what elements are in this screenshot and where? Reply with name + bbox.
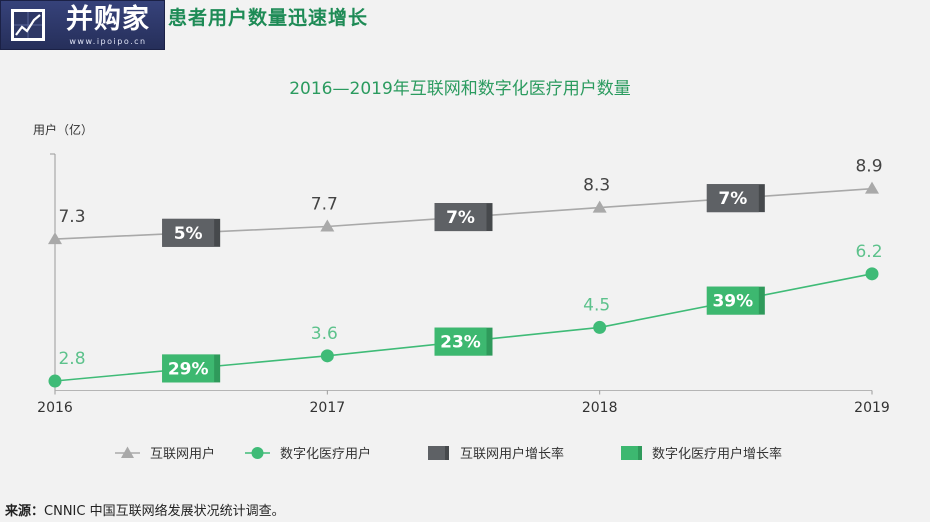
data-label: 8.3 (583, 176, 610, 196)
legend-box-swatch (621, 446, 638, 460)
data-point-triangle (592, 200, 607, 213)
growth-rate-boxes: 5% 7% 7% 29% 23% 39% (162, 184, 765, 383)
data-point-triangle (320, 219, 335, 232)
legend: 互联网用户 数字化医疗用户 互联网用户增长率 数字化医疗用户增长率 (115, 446, 782, 462)
growth-rate-box-face (434, 327, 487, 356)
legend-label: 互联网用户 (150, 446, 215, 462)
growth-rate-label: 23% (440, 333, 481, 353)
growth-rate-box-face (162, 218, 215, 247)
data-points (48, 181, 879, 388)
data-point-circle (48, 374, 62, 388)
legend-label: 互联网用户增长率 (460, 446, 564, 462)
x-tick-label: 2016 (37, 400, 73, 416)
brand-logo: 并购家 www.ipoipo.cn (0, 0, 165, 50)
source-text: CNNIC 中国互联网络发展状况统计调查。 (44, 504, 285, 519)
growth-rate-box: 23% (434, 327, 493, 356)
triangle-marker-icon (121, 446, 134, 458)
data-point-triangle (865, 181, 879, 194)
legend-label: 数字化医疗用户 (280, 446, 371, 462)
growth-rate-box-face (434, 203, 487, 232)
data-label: 3.6 (311, 324, 338, 344)
growth-rate-box-face (162, 354, 215, 383)
growth-rate-box: 29% (162, 354, 221, 383)
growth-rate-box: 5% (162, 218, 221, 247)
data-point-circle (320, 349, 334, 363)
x-tick-label: 2019 (854, 400, 890, 416)
circle-marker-icon (251, 447, 264, 459)
data-label: 8.9 (855, 157, 882, 177)
chart-logo-icon (11, 9, 45, 41)
data-label: 7.7 (311, 195, 338, 215)
source-note: 来源：CNNIC 中国互联网络发展状况统计调查。 (5, 503, 285, 520)
growth-rate-box: 7% (706, 184, 765, 213)
legend-box-swatch (428, 446, 445, 460)
data-label: 7.3 (58, 207, 85, 227)
growth-rate-box-face (706, 184, 759, 213)
data-point-circle (593, 320, 607, 334)
growth-rate-box: 7% (434, 203, 493, 232)
legend-item-digital-health-growth: 数字化医疗用户增长率 (621, 446, 782, 462)
data-label: 2.8 (58, 349, 85, 369)
data-point-circle (865, 267, 879, 281)
growth-rate-label: 5% (174, 224, 203, 244)
growth-rate-box-face (706, 286, 759, 315)
data-point-triangle (48, 232, 62, 245)
x-axis-ticks: 2016 2017 2018 2019 (37, 390, 890, 416)
section-title: 患者用户数量迅速增长 (168, 7, 369, 29)
data-label: 6.2 (855, 242, 882, 262)
growth-rate-box: 39% (706, 286, 765, 315)
y-axis-label: 用户（亿） (33, 122, 93, 137)
logo-name: 并购家 (66, 4, 150, 35)
growth-rate-label: 7% (718, 189, 747, 209)
data-labels: 7.3 7.7 8.3 8.9 2.8 3.6 4.5 6.2 (58, 157, 882, 369)
x-tick-label: 2018 (582, 400, 618, 416)
legend-item-internet-growth: 互联网用户增长率 (428, 446, 564, 462)
chart-title: 2016—2019年互联网和数字化医疗用户数量 (289, 79, 631, 99)
data-label: 4.5 (583, 295, 610, 315)
logo-url: www.ipoipo.cn (69, 37, 147, 46)
growth-rate-label: 39% (712, 292, 753, 312)
growth-rate-label: 29% (168, 359, 209, 379)
source-label: 来源： (5, 504, 45, 519)
growth-rate-label: 7% (446, 208, 475, 228)
legend-label: 数字化医疗用户增长率 (652, 446, 782, 462)
legend-item-internet-users: 互联网用户 (115, 446, 215, 462)
legend-item-digital-health-users: 数字化医疗用户 (245, 446, 371, 462)
x-tick-label: 2017 (310, 400, 346, 416)
